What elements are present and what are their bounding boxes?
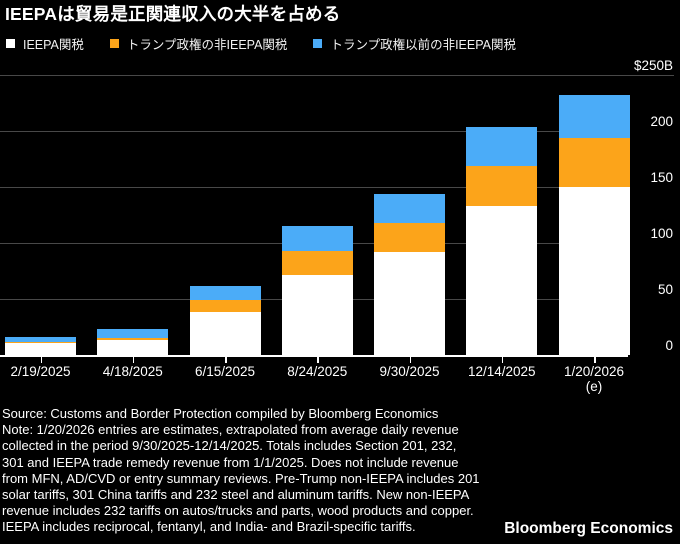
source-note-line-6: solar tariffs, 301 China tariffs and 232… xyxy=(2,487,470,503)
bloomberg-economics-logo: Bloomberg Economics xyxy=(504,520,673,537)
legend-item-1: トランプ政権の非IEEPA関税 xyxy=(109,34,288,53)
x-axis-tick xyxy=(40,357,42,363)
bar-segment-series2-2/19/2025 xyxy=(5,337,76,342)
legend-swatch-icon xyxy=(313,39,323,48)
legend-label: IEEPA関税 xyxy=(23,38,84,52)
x-axis-label-9/30/2025: 9/30/2025 xyxy=(379,364,440,379)
x-axis-line xyxy=(0,355,628,357)
source-note-line-8: IEEPA includes reciprocal, fentanyl, and… xyxy=(2,519,416,535)
bar-segment-series2-9/30/2025 xyxy=(374,193,445,223)
y-axis-label-50: 50 xyxy=(657,282,673,297)
gridline-200 xyxy=(0,131,628,132)
bar-segment-series1-1/20/2026 xyxy=(558,137,630,187)
bar-segment-series2-8/24/2025 xyxy=(281,226,353,251)
bar-segment-series0-4/18/2025 xyxy=(97,340,169,355)
bar-segment-series0-2/19/2025 xyxy=(5,342,76,355)
bar-segment-series1-2/19/2025 xyxy=(5,341,76,343)
x-axis-tick xyxy=(317,357,319,363)
bar-segment-series1-8/24/2025 xyxy=(281,250,353,276)
legend-swatch-icon xyxy=(6,39,15,48)
source-note-line-4: 301 and IEEPA trade remedy revenue from … xyxy=(2,454,459,470)
source-note-line-3: collected in the period 9/30/2025-12/14/… xyxy=(2,438,457,454)
x-axis-label-1/20/2026: 1/20/2026 (e) xyxy=(548,364,640,394)
bar-segment-series0-6/15/2025 xyxy=(189,312,261,355)
y-axis-label-200: 200 xyxy=(650,114,673,129)
bar-segment-series2-4/18/2025 xyxy=(97,329,169,339)
bar-segment-series0-1/20/2026 xyxy=(558,187,630,355)
source-note-line-1: Source: Customs and Border Protection co… xyxy=(2,406,439,421)
bar-segment-series2-1/20/2026 xyxy=(558,95,630,138)
gridline-250 xyxy=(0,75,674,76)
x-axis-tick xyxy=(594,357,596,363)
x-axis-label-8/24/2025: 8/24/2025 xyxy=(287,364,348,379)
x-axis-tick xyxy=(132,357,135,363)
estimate-marker: (e) xyxy=(585,379,603,394)
x-axis-tick xyxy=(501,357,504,363)
legend-item-0: IEEPA関税 xyxy=(6,34,84,53)
chart-title: IEEPAは貿易是正関連収入の大半を占める xyxy=(5,4,341,24)
x-axis-tick xyxy=(225,357,227,363)
source-note: Source: Customs and Border Protection co… xyxy=(2,406,562,536)
gridline-150 xyxy=(0,187,628,188)
y-axis-label-100: 100 xyxy=(650,226,673,241)
bar-segment-series1-9/30/2025 xyxy=(374,222,445,252)
plot-area: 0 50 100 150 200 $250B 2/19/2025 4/18/2025 6/15/… xyxy=(0,58,674,394)
x-axis-label-4/18/2025: 4/18/2025 xyxy=(102,364,163,379)
legend-swatch-icon xyxy=(109,39,119,48)
legend-label: トランプ政権の非IEEPA関税 xyxy=(126,38,288,52)
bar-segment-series0-8/24/2025 xyxy=(281,275,353,355)
legend-item-2: トランプ政権以前の非IEEPA関税 xyxy=(313,34,516,53)
x-axis-label-2/19/2025: 2/19/2025 xyxy=(10,364,71,379)
x-axis-tick xyxy=(409,357,411,363)
legend: IEEPA関税 トランプ政権の非IEEPA関税 トランプ政権以前の非IEEPA関税 xyxy=(6,34,516,53)
x-axis-label-12/14/2025: 12/14/2025 xyxy=(467,364,536,379)
source-note-line-2: Note: 1/20/2026 entries are estimates, e… xyxy=(2,422,459,438)
source-note-line-7: revenue includes 232 tariffs on autos/tr… xyxy=(2,503,474,519)
source-note-line-5: from MFN, AD/CVD or entry summary review… xyxy=(2,470,480,486)
bar-segment-series1-4/18/2025 xyxy=(97,338,169,341)
y-axis-label-150: 150 xyxy=(650,170,673,185)
y-axis-label-0: 0 xyxy=(665,338,673,353)
bar-segment-series0-12/14/2025 xyxy=(466,206,538,355)
x-axis-label-6/15/2025: 6/15/2025 xyxy=(194,364,256,379)
bar-segment-series0-9/30/2025 xyxy=(374,251,445,355)
legend-label: トランプ政権以前の非IEEPA関税 xyxy=(330,38,516,52)
bar-segment-series1-6/15/2025 xyxy=(189,300,261,313)
bar-segment-series1-12/14/2025 xyxy=(466,165,538,207)
y-axis-label-250: $250B xyxy=(633,58,673,73)
bar-segment-series2-12/14/2025 xyxy=(466,126,538,166)
bar-segment-series2-6/15/2025 xyxy=(189,285,261,301)
